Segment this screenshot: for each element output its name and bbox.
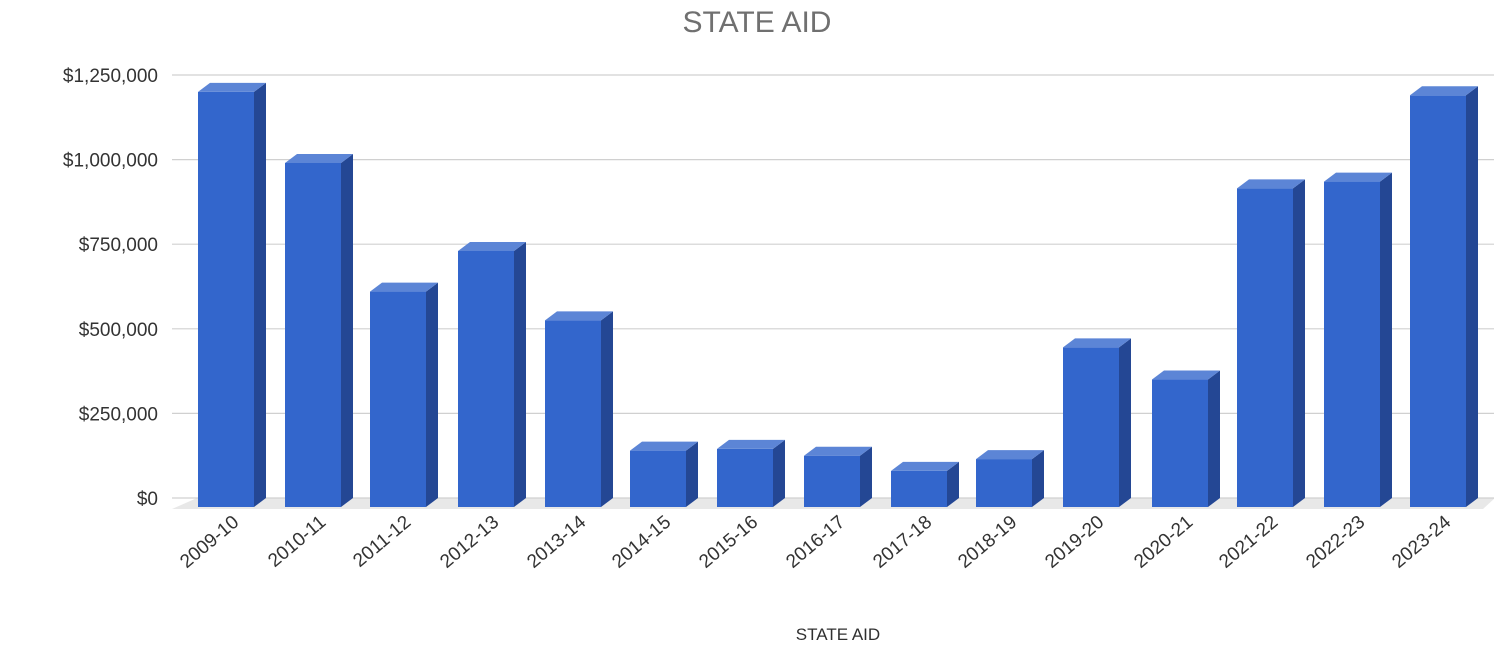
x-tick-label: 2017-18	[869, 512, 936, 573]
bar	[717, 439, 785, 507]
bar-side-face	[686, 441, 698, 507]
bar-front-face	[804, 455, 860, 507]
bar-front-face	[545, 320, 601, 507]
bar-top-face	[717, 439, 785, 449]
bar-top-face	[285, 153, 353, 163]
x-tick-label: 2016-17	[782, 512, 849, 573]
bar-front-face	[891, 470, 947, 507]
bar	[1237, 179, 1305, 507]
bar-side-face	[1119, 338, 1131, 507]
bar-side-face	[426, 282, 438, 507]
bar	[1152, 370, 1220, 507]
bar-side-face	[254, 82, 266, 508]
bar	[1063, 338, 1131, 507]
bar-top-face	[1324, 172, 1392, 182]
x-tick-label: 2015-16	[695, 512, 762, 573]
bar-top-face	[891, 461, 959, 471]
bar	[1410, 86, 1478, 507]
x-tick-label: 2014-15	[608, 512, 675, 573]
bar-front-face	[458, 250, 514, 507]
chart-title: STATE AID	[683, 6, 832, 39]
y-axis-ticks: $0 $250,000 $500,000 $750,000 $1,000,000 $1,2…	[63, 66, 158, 510]
bar	[198, 82, 266, 508]
bar-side-face	[947, 461, 959, 507]
bar-front-face	[1324, 181, 1380, 507]
bar-top-face	[1410, 86, 1478, 96]
bar-side-face	[341, 153, 353, 507]
bar-front-face	[198, 91, 254, 508]
bar-front-face	[1063, 347, 1119, 507]
bar	[804, 446, 872, 507]
bar-front-face	[717, 448, 773, 507]
bar-top-face	[1237, 179, 1305, 189]
bar	[545, 311, 613, 507]
x-tick-label: 2009-10	[176, 512, 243, 573]
x-tick-label: 2011-12	[349, 512, 415, 572]
y-tick-label: $1,000,000	[63, 151, 158, 172]
bar-side-face	[1380, 172, 1392, 507]
x-axis-label: STATE AID	[796, 625, 880, 644]
bar-side-face	[514, 241, 526, 507]
x-tick-label: 2022-23	[1302, 512, 1369, 573]
bar-front-face	[1152, 379, 1208, 507]
x-tick-label: 2012-13	[436, 512, 503, 573]
y-tick-label: $0	[137, 489, 158, 510]
bar-top-face	[1152, 370, 1220, 380]
x-tick-label: 2013-14	[523, 511, 590, 572]
bar-top-face	[1063, 338, 1131, 348]
bars	[198, 82, 1478, 508]
bar	[976, 450, 1044, 507]
bar-front-face	[285, 162, 341, 507]
bar-side-face	[1293, 179, 1305, 507]
bar-top-face	[198, 82, 266, 92]
y-tick-label: $250,000	[79, 404, 158, 425]
bar-side-face	[601, 311, 613, 507]
x-tick-label: 2018-19	[954, 512, 1021, 573]
y-tick-label: $500,000	[79, 320, 158, 341]
bar-front-face	[976, 459, 1032, 507]
bar-front-face	[630, 450, 686, 507]
x-tick-label: 2021-22	[1215, 512, 1282, 573]
bar-side-face	[860, 446, 872, 507]
bar	[458, 241, 526, 507]
x-tick-label: 2019-20	[1041, 512, 1108, 573]
bar	[285, 153, 353, 507]
bar-front-face	[1410, 95, 1466, 507]
bar-top-face	[458, 241, 526, 251]
bar-side-face	[1032, 450, 1044, 507]
bar	[1324, 172, 1392, 507]
bar-top-face	[976, 450, 1044, 460]
bar-front-face	[370, 291, 426, 507]
bar	[630, 441, 698, 507]
x-tick-label: 2023-24	[1388, 511, 1455, 572]
y-tick-label: $750,000	[79, 235, 158, 256]
bar-side-face	[1466, 86, 1478, 507]
bar	[891, 461, 959, 507]
bar-side-face	[773, 439, 785, 507]
bar	[370, 282, 438, 507]
bar-top-face	[545, 311, 613, 321]
bar-top-face	[630, 441, 698, 451]
bar-top-face	[804, 446, 872, 456]
y-tick-label: $1,250,000	[63, 66, 158, 87]
x-tick-label: 2020-21	[1130, 512, 1197, 573]
x-axis-ticks: 2009-10 2010-11 2011-12 2012-13 2013-14 2014-…	[176, 511, 1455, 572]
bar-side-face	[1208, 370, 1220, 507]
x-tick-label: 2010-11	[264, 512, 330, 572]
bar-front-face	[1237, 188, 1293, 507]
bar-top-face	[370, 282, 438, 292]
